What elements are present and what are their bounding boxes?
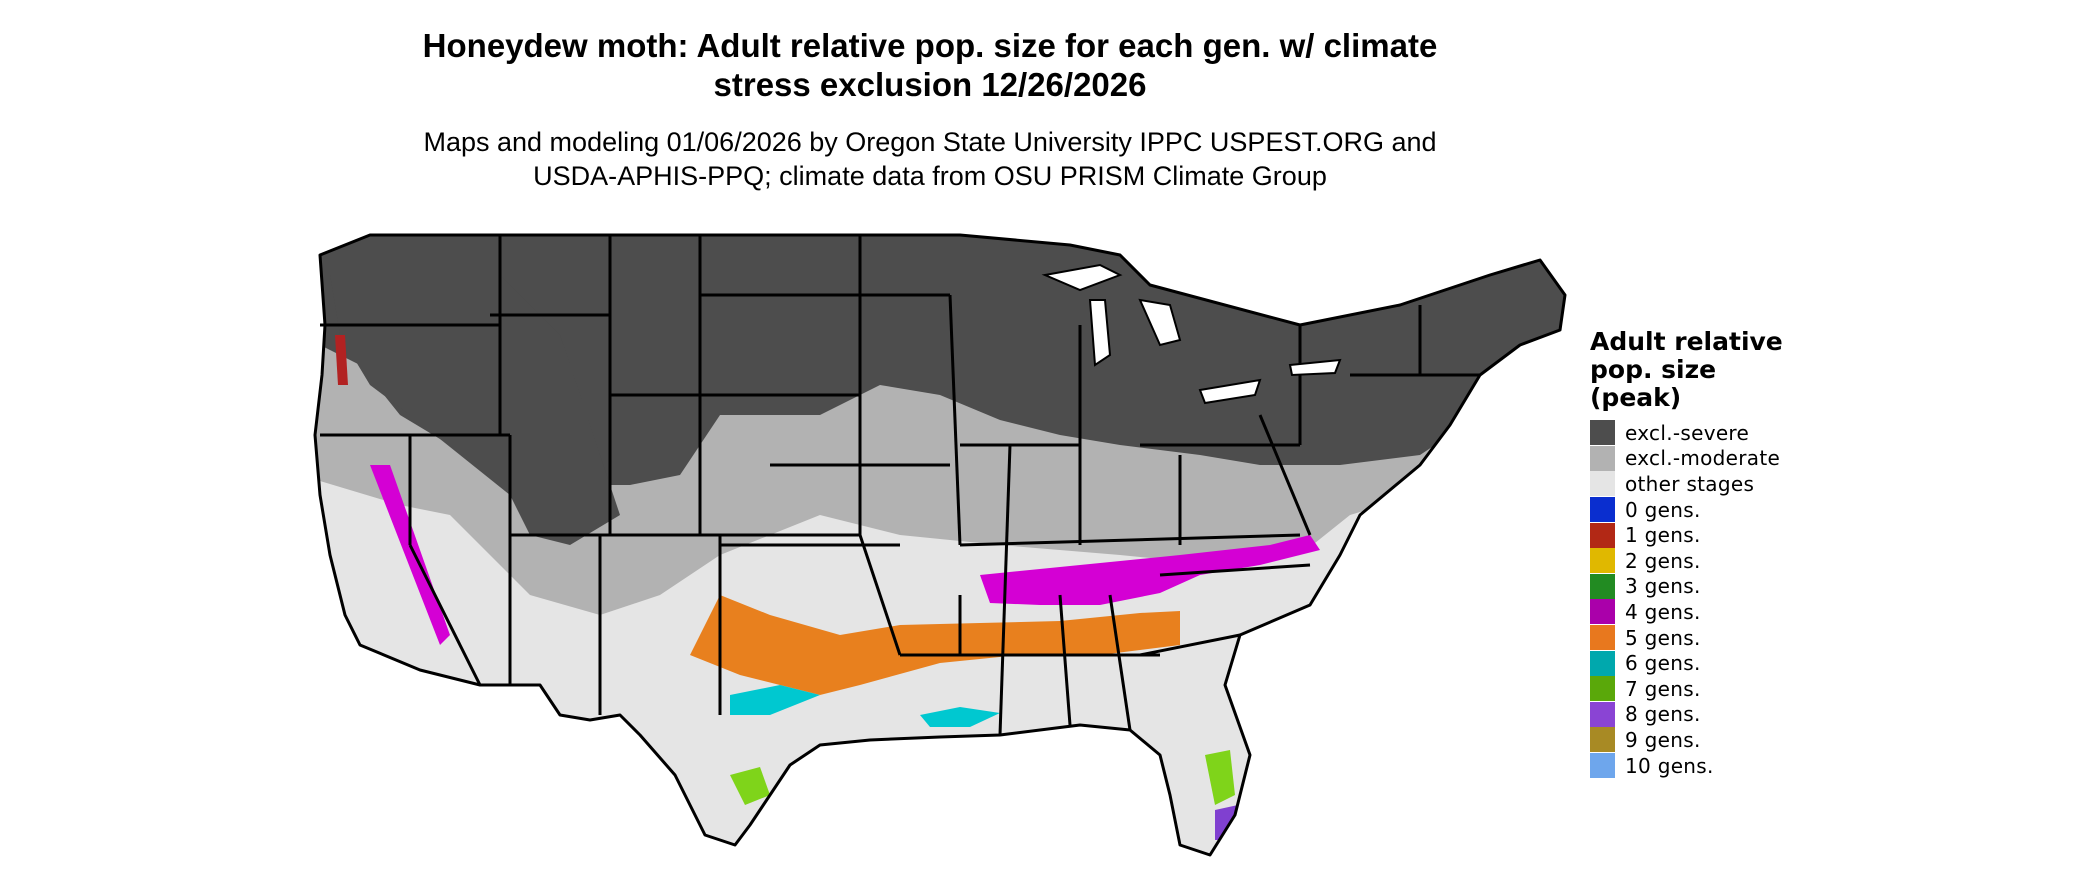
legend-swatch	[1590, 497, 1615, 523]
legend-item: excl.-moderate	[1590, 445, 1850, 472]
legend-swatch	[1590, 548, 1615, 574]
legend-item: 3 gens.	[1590, 573, 1850, 600]
great-lakes	[1041, 263, 1342, 405]
legend-swatch	[1590, 420, 1615, 446]
legend-item: 5 gens.	[1590, 625, 1850, 651]
legend-item: other stages	[1590, 471, 1850, 497]
map-subtitle-line1: Maps and modeling 01/06/2026 by Oregon S…	[423, 127, 1437, 157]
legend-swatch	[1590, 522, 1615, 548]
zone-gen-7-fl	[1205, 750, 1235, 805]
map-title: Honeydew moth: Adult relative pop. size …	[320, 26, 1540, 104]
legend-swatch	[1590, 727, 1615, 753]
legend-swatch	[1590, 701, 1615, 727]
state-borders	[313, 233, 1567, 857]
map-title-line2: stress exclusion 12/26/2026	[713, 66, 1147, 103]
legend-item: 9 gens.	[1590, 727, 1850, 753]
legend-label: 7 gens.	[1625, 676, 1701, 701]
legend-item: 2 gens.	[1590, 548, 1850, 574]
zone-gen-1	[335, 335, 348, 385]
legend-label: other stages	[1625, 471, 1755, 496]
legend: Adult relative pop. size (peak) excl.-se…	[1590, 328, 1850, 779]
legend-label: 9 gens.	[1625, 727, 1701, 752]
legend-label: 10 gens.	[1625, 753, 1714, 778]
legend-swatch	[1590, 753, 1615, 779]
legend-swatch	[1590, 676, 1615, 702]
zone-gen-4-west	[370, 465, 450, 645]
legend-item: 4 gens.	[1590, 599, 1850, 625]
legend-item: 10 gens.	[1590, 753, 1850, 779]
zone-excl-severe-west	[330, 275, 620, 545]
legend-item: 6 gens.	[1590, 650, 1850, 676]
zone-gen-6-east	[920, 707, 1000, 727]
legend-label: 6 gens.	[1625, 651, 1701, 676]
legend-title-line1: Adult relative	[1590, 327, 1783, 356]
legend-item: excl.-severe	[1590, 420, 1850, 446]
legend-swatch	[1590, 445, 1615, 471]
legend-label: 8 gens.	[1625, 702, 1701, 727]
legend-swatch	[1590, 573, 1615, 599]
map-title-line1: Honeydew moth: Adult relative pop. size …	[422, 27, 1438, 64]
zone-gen-8	[1215, 805, 1238, 840]
legend-label: 1 gens.	[1625, 523, 1701, 548]
legend-label: 2 gens.	[1625, 548, 1701, 573]
legend-item: 8 gens.	[1590, 701, 1850, 728]
legend-swatch	[1590, 471, 1615, 497]
legend-swatch	[1590, 625, 1615, 651]
us-map	[313, 233, 1567, 857]
legend-title: Adult relative pop. size (peak)	[1590, 328, 1850, 412]
legend-label: excl.-moderate	[1625, 446, 1781, 471]
map-subtitle-line2: USDA-APHIS-PPQ; climate data from OSU PR…	[533, 161, 1327, 191]
legend-items: excl.-severe excl.-moderate other stages 0 …	[1590, 420, 1850, 779]
zone-gen-5	[690, 595, 1180, 695]
zone-gen-7	[730, 767, 770, 805]
legend-label: 4 gens.	[1625, 599, 1701, 624]
legend-item: 0 gens.	[1590, 497, 1850, 523]
legend-label: excl.-severe	[1625, 420, 1750, 445]
legend-title-line3: (peak)	[1590, 383, 1682, 412]
legend-label: 0 gens.	[1625, 497, 1701, 522]
legend-title-line2: pop. size	[1590, 355, 1717, 384]
legend-item: 1 gens.	[1590, 522, 1850, 548]
legend-label: 3 gens.	[1625, 574, 1701, 599]
legend-label: 5 gens.	[1625, 625, 1701, 650]
legend-swatch	[1590, 599, 1615, 625]
map-subtitle: Maps and modeling 01/06/2026 by Oregon S…	[320, 125, 1540, 193]
zone-gen-6	[730, 685, 820, 715]
zone-gen-4	[980, 535, 1320, 605]
legend-item: 7 gens.	[1590, 676, 1850, 702]
legend-swatch	[1590, 650, 1615, 676]
